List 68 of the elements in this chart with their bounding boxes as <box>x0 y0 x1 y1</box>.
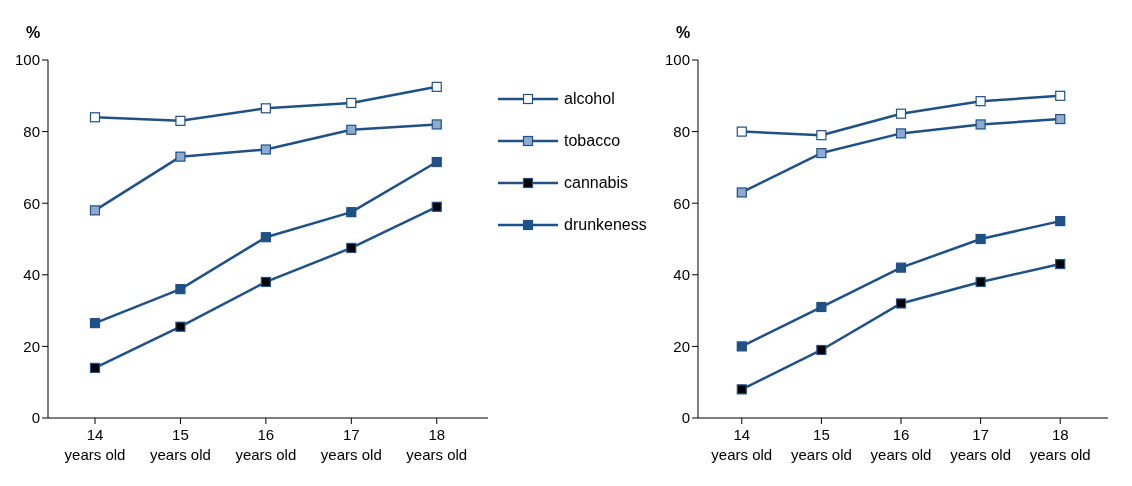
point <box>89 362 101 373</box>
point <box>431 201 442 212</box>
y-axis-title: % <box>675 24 691 41</box>
point <box>346 207 357 218</box>
y-tick-label: 80 <box>23 122 40 140</box>
legend-label: cannabis <box>564 174 629 192</box>
y-tick-label: 20 <box>673 337 690 355</box>
point <box>260 103 271 114</box>
x-tick-label: 14 years old <box>711 426 773 463</box>
point <box>1055 90 1066 101</box>
y-tick-label: 60 <box>23 194 40 212</box>
point <box>895 128 907 139</box>
point <box>816 301 827 313</box>
x-tick-label: 18 years old <box>1029 426 1091 463</box>
point <box>736 187 747 198</box>
point <box>736 341 747 352</box>
y-tick-label: 40 <box>23 266 40 284</box>
point <box>260 232 271 243</box>
point <box>260 276 271 288</box>
point <box>346 242 357 254</box>
point <box>89 205 101 216</box>
point <box>431 81 442 92</box>
x-tick-label: 15 years old <box>149 426 211 463</box>
point <box>975 119 986 130</box>
x-tick-label: 16 years old <box>870 426 932 463</box>
x-tick-label: 16 years old <box>235 426 297 463</box>
legend-label: tobacco <box>564 132 621 150</box>
point <box>89 112 101 123</box>
point <box>431 156 442 168</box>
point <box>895 262 907 273</box>
point <box>431 119 442 130</box>
point <box>1055 216 1066 227</box>
y-tick-label: 80 <box>673 122 690 140</box>
point <box>346 97 357 109</box>
point <box>816 130 827 141</box>
point <box>975 233 986 245</box>
x-tick-label: 14 years old <box>64 426 126 463</box>
x-tick-label: 17 years old <box>320 426 382 463</box>
point <box>89 318 101 329</box>
y-tick-label: 100 <box>14 51 40 69</box>
point <box>260 144 271 155</box>
legend-label: drunkeness <box>564 216 647 234</box>
point <box>175 284 186 295</box>
point <box>895 108 907 119</box>
point <box>175 151 186 162</box>
point <box>346 124 357 135</box>
y-tick-label: 20 <box>23 337 40 355</box>
y-tick-label: 100 <box>664 51 690 69</box>
point <box>975 276 986 288</box>
point <box>816 344 827 356</box>
point <box>736 126 747 137</box>
x-tick-label: 18 years old <box>406 426 468 463</box>
y-axis-title: % <box>25 24 41 41</box>
point <box>175 321 186 332</box>
x-tick-label: 17 years old <box>950 426 1012 463</box>
legend-label: alcohol <box>564 90 615 108</box>
point <box>1055 113 1066 125</box>
point <box>736 384 747 395</box>
point <box>175 115 186 126</box>
y-tick-label: 60 <box>673 194 690 212</box>
y-tick-label: 0 <box>31 409 40 427</box>
y-tick-label: 0 <box>681 409 690 427</box>
point <box>816 147 827 159</box>
point <box>1055 258 1066 270</box>
point <box>975 96 986 107</box>
point <box>895 298 907 309</box>
x-tick-label: 15 years old <box>790 426 852 463</box>
y-tick-label: 40 <box>673 266 690 284</box>
